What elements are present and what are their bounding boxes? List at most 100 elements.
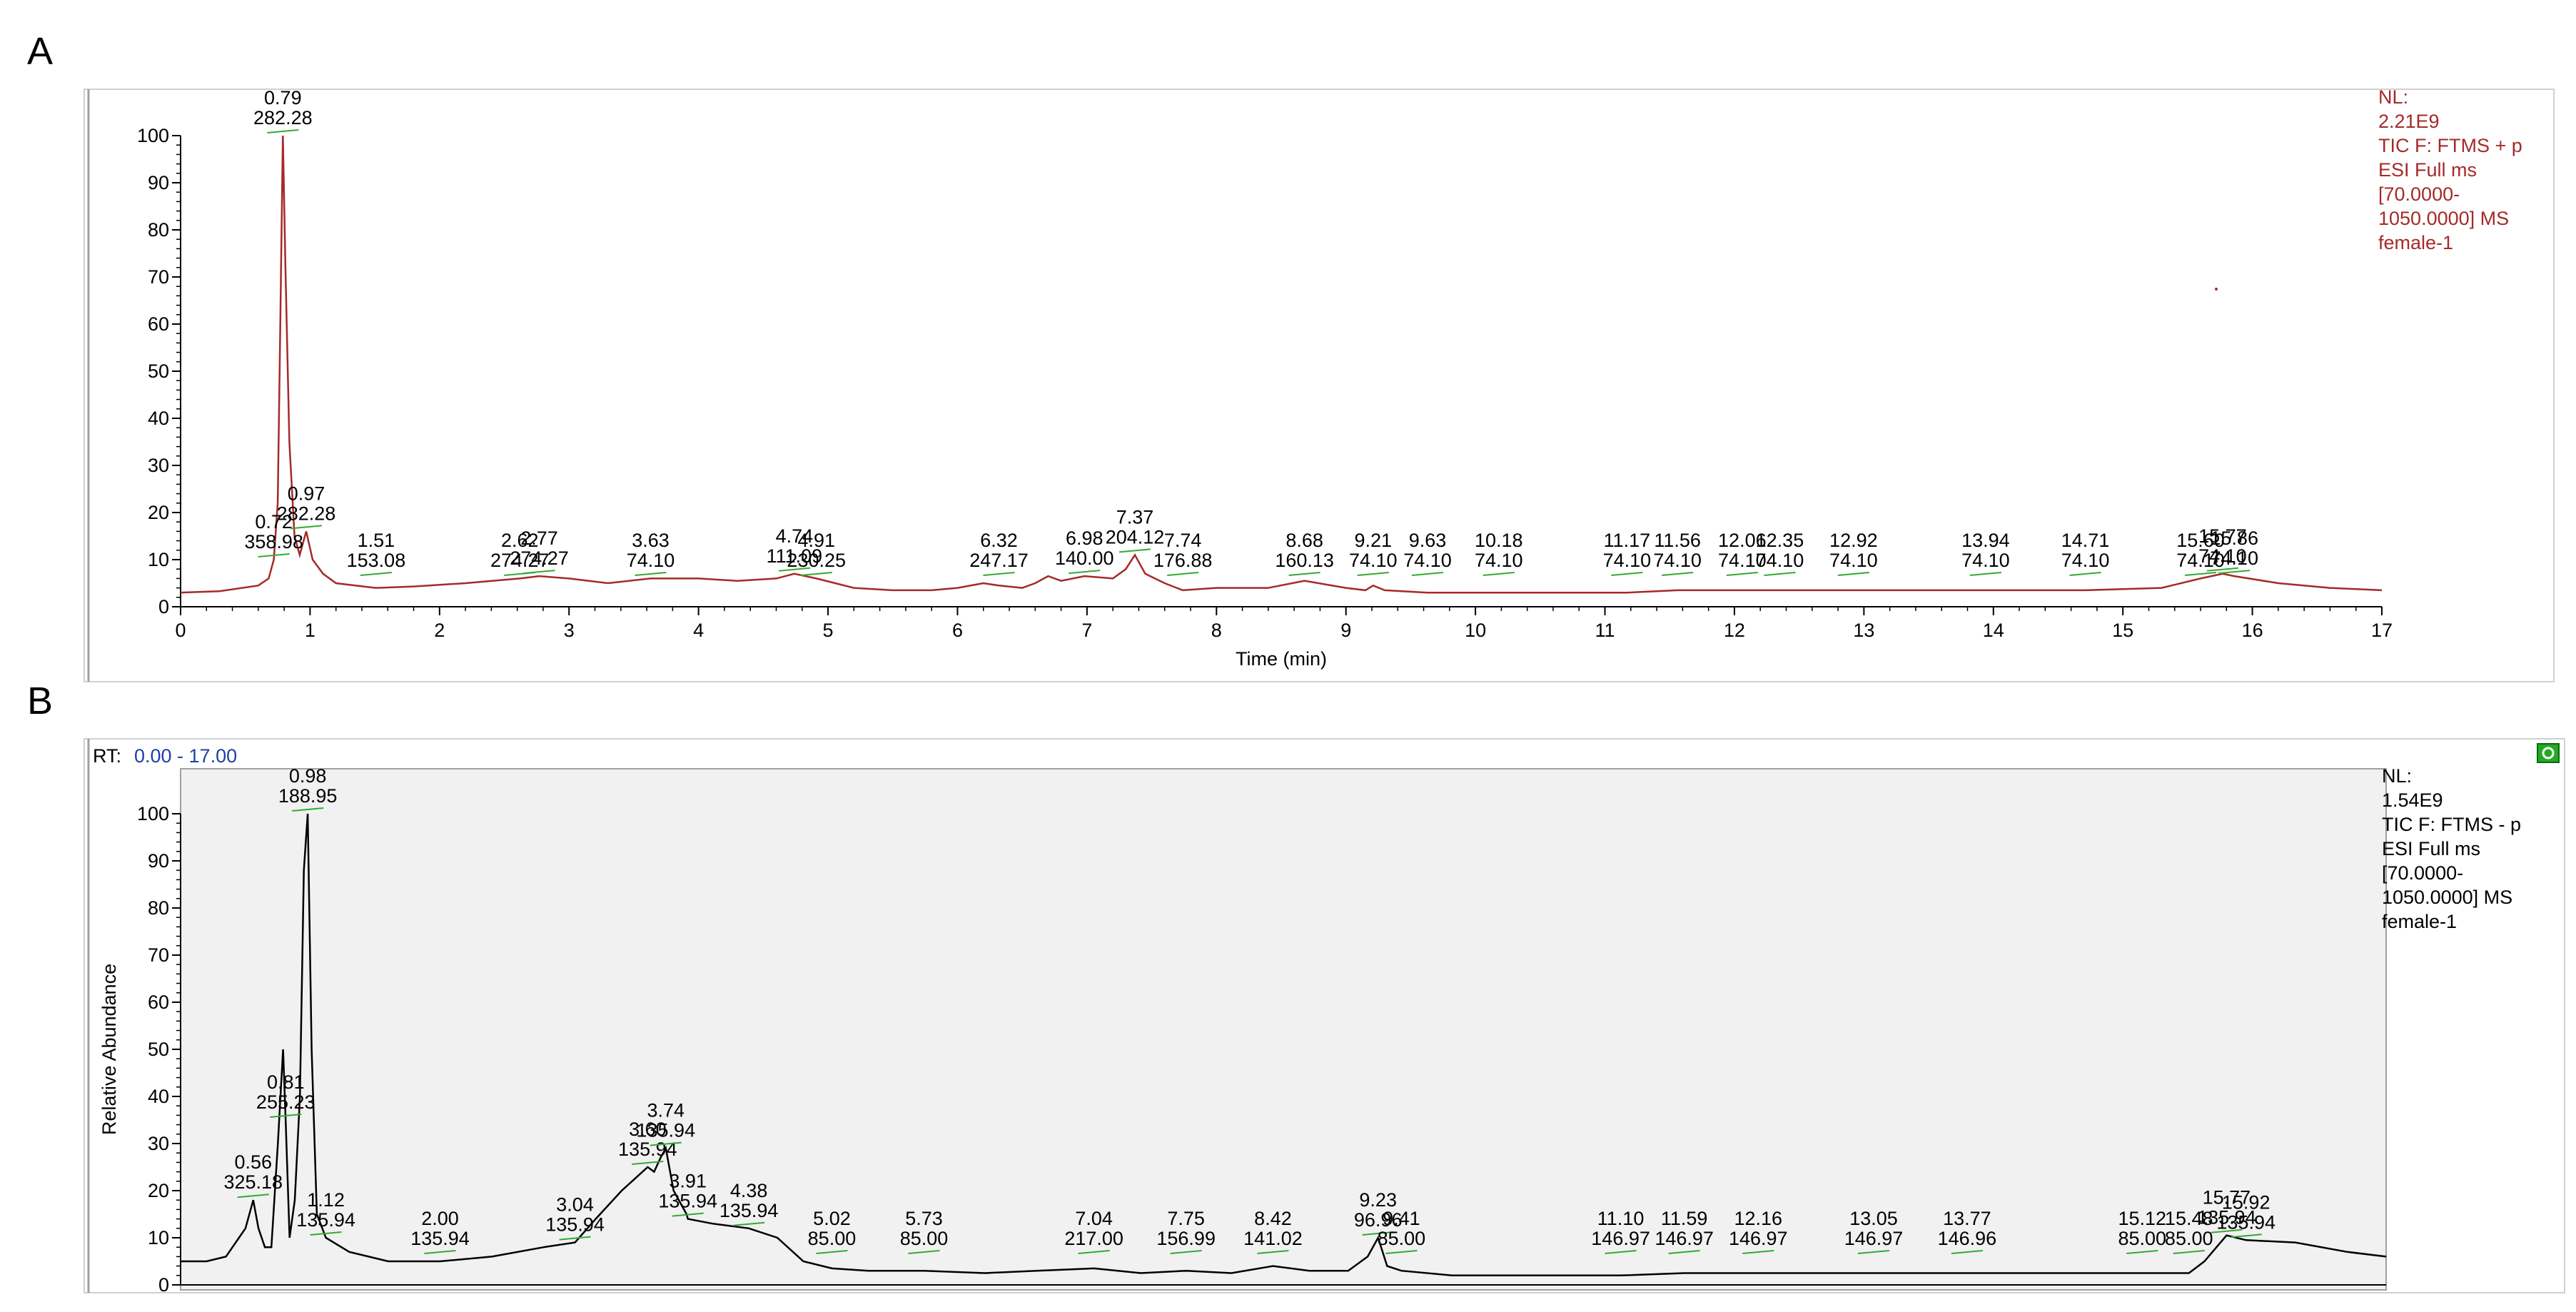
peak-marker: [635, 572, 667, 576]
peak-rt: 7.75: [1167, 1208, 1205, 1229]
peak-value: 74.10: [1653, 550, 1702, 571]
peak-value: 204.12: [1106, 526, 1165, 547]
y-tick-label: 70: [148, 944, 169, 966]
y-tick-label: 0: [158, 1274, 169, 1296]
peak-marker: [733, 1221, 765, 1226]
peak-rt: 0.97: [288, 483, 325, 504]
refresh-icon[interactable]: [2542, 747, 2555, 760]
x-tick-label: 8: [1211, 620, 1222, 641]
y-tick-label: 50: [148, 1039, 169, 1060]
peak-marker: [267, 129, 299, 133]
peak-marker: [1742, 1250, 1774, 1254]
x-tick-label: 10: [1465, 620, 1486, 641]
y-tick-label: 90: [148, 850, 169, 872]
peak-value: 74.10: [1349, 550, 1398, 571]
peak-marker: [1611, 572, 1643, 576]
peak-rt: 15.86: [2210, 528, 2258, 549]
info-line: 1050.0000] MS: [2378, 208, 2509, 229]
x-tick-label: 14: [1983, 620, 2004, 641]
peak-value: 153.08: [347, 550, 406, 571]
panel-b-corner-icon-box[interactable]: [2537, 743, 2560, 763]
y-tick-label: 90: [148, 172, 169, 193]
y-tick-label: 50: [148, 360, 169, 382]
panel-b-peak-labels: 0.56325.180.81255.230.98188.951.12135.94…: [223, 765, 2276, 1254]
peak-rt: 15.12: [2118, 1208, 2166, 1229]
peak-value: 160.13: [1275, 550, 1334, 571]
y-tick-label: 60: [148, 313, 169, 335]
y-tick-label: 70: [148, 266, 169, 288]
panel-a-stray-mark: [2215, 288, 2218, 291]
x-tick-label: 3: [564, 620, 575, 641]
y-tick-label: 0: [158, 596, 169, 617]
peak-rt: 12.92: [1829, 530, 1878, 551]
peak-rt: 12.06: [1718, 530, 1767, 551]
peak-value: 325.18: [223, 1171, 283, 1193]
peak-marker: [778, 567, 810, 572]
info-line: female-1: [2378, 232, 2453, 253]
peak-rt: 9.63: [1409, 530, 1447, 551]
peak-rt: 0.79: [264, 87, 302, 109]
info-line: ESI Full ms: [2378, 159, 2477, 181]
x-tick-label: 17: [2371, 620, 2393, 641]
peak-rt: 3.04: [556, 1194, 594, 1216]
peak-value: 74.10: [1829, 550, 1878, 571]
peak-marker: [290, 525, 323, 530]
peak-value: 146.97: [1591, 1228, 1650, 1249]
peak-value: 135.94: [2197, 1207, 2256, 1228]
peak-value: 74.10: [2176, 550, 2225, 571]
x-tick-label: 5: [823, 620, 834, 641]
peak-value: 135.94: [545, 1214, 605, 1236]
peak-rt: 2.00: [421, 1208, 459, 1229]
panel-b: B RT: 0.00 - 17.00 0 10 20 30 40 50 60 70 80 90 10…: [27, 680, 2565, 1296]
panel-b-corner-icon[interactable]: [2537, 743, 2560, 763]
info-line: [70.0000-: [2382, 862, 2463, 884]
peak-marker: [559, 1236, 591, 1241]
peak-value: 247.17: [969, 550, 1029, 571]
peak-marker: [237, 1194, 269, 1199]
x-tick-label: 2: [434, 620, 445, 641]
peak-rt: 13.94: [1961, 530, 2010, 551]
peak-value: 255.23: [256, 1091, 315, 1113]
peak-rt: 7.37: [1116, 506, 1154, 528]
peak-marker: [632, 1161, 664, 1165]
peak-marker: [310, 1231, 342, 1236]
peak-value: 135.94: [719, 1200, 779, 1221]
peak-value: 274.27: [510, 547, 569, 569]
peak-marker: [424, 1250, 456, 1254]
peak-rt: 0.56: [235, 1151, 273, 1173]
y-tick-label: 40: [148, 408, 169, 429]
info-line: female-1: [2382, 911, 2457, 932]
info-line: [70.0000-: [2378, 183, 2460, 205]
y-tick-label: 20: [148, 502, 169, 523]
peak-marker: [1969, 572, 2001, 576]
y-tick-label: 80: [148, 219, 169, 241]
peak-marker: [1857, 1250, 1890, 1254]
x-tick-label: 16: [2242, 620, 2263, 641]
info-line: 1050.0000] MS: [2382, 887, 2512, 908]
peak-rt: 9.21: [1355, 530, 1393, 551]
peak-rt: 2.77: [520, 528, 558, 549]
peak-value: 135.94: [410, 1228, 470, 1249]
